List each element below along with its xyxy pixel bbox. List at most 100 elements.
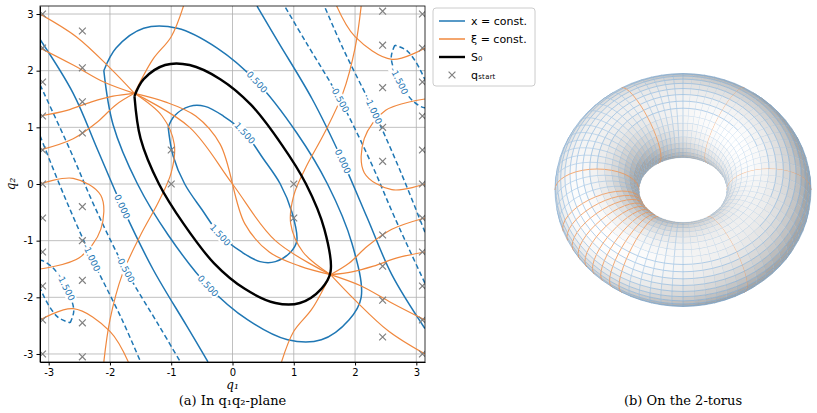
contour-label: 1.500 [232, 120, 258, 147]
torus-face [674, 83, 683, 88]
contour-label: -1.500 [54, 271, 77, 303]
start-marker [79, 130, 86, 137]
torus-mesh-line [646, 85, 648, 89]
torus-mesh-line [648, 162, 649, 166]
torus-mesh-line [650, 108, 653, 115]
torus-mesh-line [700, 85, 709, 87]
torus-mesh-line [640, 102, 647, 105]
torus-mesh-line [638, 85, 647, 88]
label-patch [362, 94, 384, 127]
torus-mesh-line [630, 140, 635, 145]
torus-mesh-line [607, 123, 613, 126]
y-tick-label: 0 [27, 179, 33, 190]
torus-face [677, 116, 683, 123]
y-tick: -1 [24, 235, 40, 246]
torus-mesh-line [771, 119, 776, 126]
torus-face [672, 74, 683, 75]
torus-mesh-line [705, 97, 712, 99]
torus-mesh-line [730, 99, 737, 103]
y-tick: 0 [27, 179, 40, 190]
torus-mesh-line [667, 90, 668, 96]
torus-mesh-line [658, 128, 660, 135]
xi-curve [40, 93, 134, 150]
torus-face [683, 108, 689, 116]
torus-mesh-line [662, 141, 663, 147]
torus-mesh-line [663, 103, 665, 110]
torus-mesh-line [638, 161, 641, 165]
start-marker [379, 263, 386, 270]
legend: x = const.ξ = const.S₀qₛₜₐᵣₜ [433, 8, 535, 86]
torus-mesh-line [654, 79, 656, 82]
torus-mesh-line [734, 117, 739, 121]
torus-mesh-line [673, 80, 675, 84]
xi-curve [331, 275, 425, 354]
torus-mesh-line [691, 88, 699, 90]
y-tick-label: -1 [24, 235, 34, 246]
torus-mesh-line [784, 140, 787, 148]
torus-mesh-line [683, 79, 692, 80]
start-marker [419, 317, 425, 324]
start-marker [79, 64, 86, 71]
torus-mesh-line [678, 137, 679, 143]
torus-mesh-line [639, 150, 642, 155]
torus-mesh-line [617, 121, 623, 125]
torus-mesh-line [567, 157, 572, 159]
grid-line [40, 297, 425, 298]
torus-mesh-line [627, 144, 632, 149]
torus-mesh-line [703, 103, 710, 105]
torus-mesh-line [649, 132, 652, 138]
torus-mesh-line [789, 140, 792, 148]
torus-mesh-line [609, 126, 613, 131]
torus-face [687, 152, 691, 156]
torus-mesh-line [760, 114, 765, 120]
torus-mesh-line [683, 101, 690, 102]
x-tick-label: 2 [352, 367, 358, 378]
torus-face [679, 148, 683, 152]
x-tick-mark [416, 362, 417, 366]
torus-mesh-line [653, 112, 659, 114]
torus-mesh-line [654, 78, 664, 80]
torus-mesh-line [797, 150, 799, 159]
torus-mesh-line [671, 149, 672, 153]
start-marker [379, 297, 386, 304]
legend-label: qₛₜₐᵣₜ [471, 69, 496, 82]
torus-face [671, 108, 678, 116]
label-patch [195, 273, 221, 300]
torus-mesh-line [734, 126, 738, 130]
torus-mesh-line [582, 140, 588, 141]
torus-mesh-line [629, 99, 636, 103]
start-marker [419, 79, 425, 86]
torus-mesh-line [654, 99, 656, 105]
xi-curve [331, 252, 425, 275]
torus-mesh-line [624, 135, 629, 140]
start-marker [290, 181, 297, 188]
torus-mesh-line [638, 141, 642, 146]
torus-mesh-line [683, 76, 684, 79]
torus-face [679, 137, 683, 143]
torus-orange-line [627, 89, 630, 91]
torus-mesh-line [764, 129, 768, 135]
torus-mesh-line [683, 137, 684, 143]
torus-mesh-line [639, 169, 641, 173]
torus-face [676, 101, 683, 108]
torus-mesh-line [586, 117, 590, 118]
torus-face [555, 186, 556, 199]
torus-mesh-line [651, 147, 653, 152]
torus-mesh-line [661, 119, 663, 126]
torus-mesh-line [670, 138, 672, 144]
start-marker [168, 147, 175, 154]
torus-mesh-line [657, 86, 659, 91]
torus-mesh-line [675, 148, 676, 152]
torus-mesh-line [618, 89, 626, 94]
legend-label: S₀ [471, 51, 483, 64]
torus-mesh-line [632, 161, 636, 165]
torus-mesh-line [683, 74, 684, 76]
contour-label-text: -1.000 [363, 95, 384, 126]
contour-label: -0.500 [328, 83, 352, 115]
torus-mesh-line [677, 123, 678, 130]
torus-mesh-line [655, 81, 664, 83]
xi-curve [134, 93, 330, 274]
torus-mesh-line [663, 146, 665, 151]
torus-mesh-line [683, 83, 692, 84]
legend-line [439, 20, 465, 22]
